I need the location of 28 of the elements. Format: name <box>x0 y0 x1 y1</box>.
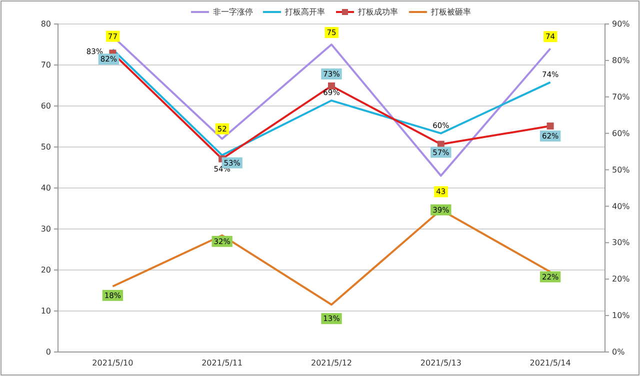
y2-tick-label: 60% <box>612 128 630 138</box>
y-tick-label: 80 <box>40 20 51 29</box>
x-tick-label: 2021/5/12 <box>310 358 352 368</box>
x-tick-label: 2021/5/11 <box>202 358 243 368</box>
y-tick-label: 30 <box>40 224 51 234</box>
legend-label: 非一字涨停 <box>213 8 253 16</box>
y2-tick-label: 0% <box>612 348 626 357</box>
y-tick-label: 10 <box>40 306 51 316</box>
y2-tick-label: 10% <box>612 311 630 320</box>
x-tick-label: 2021/5/14 <box>530 358 571 368</box>
legend-label: 打板高开率 <box>284 8 325 16</box>
y2-tick-label: 40% <box>612 202 630 211</box>
y-tick-label: 0 <box>46 348 51 357</box>
y-tick-label: 50 <box>40 142 51 152</box>
y2-tick-label: 90% <box>612 20 630 29</box>
y2-tick-label: 30% <box>612 238 630 248</box>
y2-tick-label: 20% <box>612 274 630 284</box>
y2-tick-label: 70% <box>612 92 630 102</box>
y2-tick-label: 80% <box>612 56 630 66</box>
y2-tick-label: 50% <box>612 165 630 174</box>
x-tick-label: 2021/5/13 <box>420 358 462 368</box>
legend-label: 打板被砸率 <box>430 8 471 16</box>
y-tick-label: 20 <box>40 266 51 275</box>
legend-label: 打板成功率 <box>357 8 398 16</box>
y-tick-label: 70 <box>40 60 51 70</box>
y-tick-label: 40 <box>40 184 51 193</box>
y-tick-label: 60 <box>40 102 51 111</box>
x-tick-label: 2021/5/10 <box>92 358 134 368</box>
